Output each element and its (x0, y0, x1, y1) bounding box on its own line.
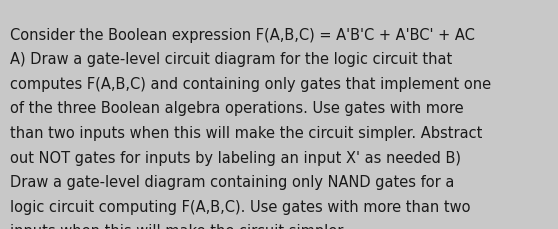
Text: A) Draw a gate-level circuit diagram for the logic circuit that: A) Draw a gate-level circuit diagram for… (10, 52, 453, 67)
Text: Consider the Boolean expression F(A,B,C) = A'B'C + A'BC' + AC: Consider the Boolean expression F(A,B,C)… (10, 27, 475, 42)
Text: of the three Boolean algebra operations. Use gates with more: of the three Boolean algebra operations.… (10, 101, 464, 116)
Text: inputs when this will make the circuit simpler: inputs when this will make the circuit s… (10, 224, 343, 229)
Text: logic circuit computing F(A,B,C). Use gates with more than two: logic circuit computing F(A,B,C). Use ga… (10, 199, 470, 214)
Text: out NOT gates for inputs by labeling an input X' as needed B): out NOT gates for inputs by labeling an … (10, 150, 461, 165)
Text: Draw a gate-level diagram containing only NAND gates for a: Draw a gate-level diagram containing onl… (10, 174, 454, 189)
Text: than two inputs when this will make the circuit simpler. Abstract: than two inputs when this will make the … (10, 125, 483, 140)
Text: computes F(A,B,C) and containing only gates that implement one: computes F(A,B,C) and containing only ga… (10, 76, 491, 91)
